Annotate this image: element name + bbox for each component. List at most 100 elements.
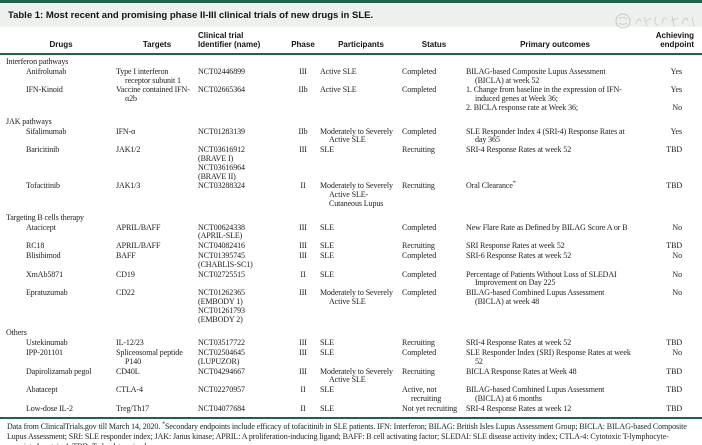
outcomes-group: SRI-4 Response Rates at week 12 TBD bbox=[466, 404, 696, 414]
outcomes-group: SRI Response Rates at week 52 TBD bbox=[466, 241, 696, 251]
outcome-line: SRI Response Rates at week 52 TBD bbox=[466, 241, 692, 251]
primary-outcome: SLE Responder Index (SRI) Response Rates… bbox=[466, 347, 631, 366]
table-row: Ustekinumab IL-12/23 NCT03517722 III SLE Recr… bbox=[6, 338, 696, 348]
achieving-endpoint: TBD bbox=[666, 385, 682, 395]
trial-line: (EMBODY 2) bbox=[198, 314, 243, 324]
column-header-targets: Targets bbox=[142, 40, 172, 49]
participants: SLE bbox=[320, 403, 334, 413]
achieving-endpoint: Yes bbox=[670, 66, 682, 76]
status: Completed bbox=[402, 66, 437, 76]
participants: SLE bbox=[320, 145, 334, 155]
outcomes-group: New Flare Rate as Defined by BILAG Score… bbox=[466, 223, 696, 242]
phase: III bbox=[299, 366, 307, 376]
table-footnote: Data from ClinicalTrials.gov till March … bbox=[0, 419, 702, 445]
outcome-line: SLE Responder Index 4 (SRI-4) Response R… bbox=[466, 126, 692, 146]
trial-line: (BRAVE I) bbox=[198, 153, 234, 163]
status: Not yet recruiting bbox=[402, 403, 458, 413]
participants: Moderately to Severely Active SLE bbox=[320, 288, 393, 306]
phase: III bbox=[299, 250, 307, 260]
table-row: XmAb5871 CD19 NCT02725515 II SLE Completed Per… bbox=[6, 269, 696, 289]
outcome-asterisk: * bbox=[512, 180, 516, 187]
column-header-outcomes-group: Primary outcomes Achieving endpoint bbox=[466, 31, 696, 49]
phase: II bbox=[300, 181, 306, 191]
outcomes-group: 1. Change from baseline in the expressio… bbox=[466, 86, 696, 112]
outcomes-group: BICLA Response Rates at Week 48 TBD bbox=[466, 366, 696, 386]
outcomes-group: BILAG-based Combined Lupus Assessment (B… bbox=[466, 288, 696, 324]
target: APRIL/BAFF bbox=[116, 222, 161, 232]
trial-line: (BRAVE II) bbox=[198, 171, 236, 181]
trial-identifier: NCT02504645 (LUPUZOR) bbox=[198, 347, 286, 367]
target: CD40L bbox=[116, 366, 140, 376]
trial-line: NCT01395745 bbox=[198, 250, 245, 260]
drug-name: Dapirolizamab pegol bbox=[26, 366, 92, 376]
column-header-achieving-endpoint: Achieving endpoint bbox=[655, 31, 694, 49]
primary-outcome: Oral Clearance* bbox=[466, 180, 516, 191]
table-row: Epratuzumab CD22 NCT01262365 (EMBODY 1) NCT0… bbox=[6, 288, 696, 324]
trial-identifier: NCT04294667 bbox=[198, 367, 286, 386]
participants: SLE bbox=[320, 241, 334, 251]
top-rule bbox=[0, 0, 702, 3]
column-headers: Drugs Targets Clinical trial Identifier … bbox=[0, 27, 702, 51]
header-rule bbox=[0, 53, 702, 55]
status: Completed bbox=[402, 269, 437, 279]
drug-name: Anifrolumab bbox=[26, 66, 67, 76]
outcome-line: Oral Clearance* TBD bbox=[466, 180, 692, 191]
section-header: Others bbox=[6, 328, 27, 338]
status: Completed bbox=[402, 288, 437, 298]
phase: III bbox=[299, 347, 307, 357]
drug-name: Sifalimumab bbox=[26, 126, 67, 136]
column-header-primary-outcomes: Primary outcomes bbox=[520, 40, 590, 49]
primary-outcome: SLE Responder Index 4 (SRI-4) Response R… bbox=[466, 126, 625, 145]
phase: II bbox=[300, 403, 306, 413]
column-header-drugs: Drugs bbox=[49, 40, 73, 49]
target: CD22 bbox=[116, 288, 135, 298]
trial-line: NCT02446899 bbox=[198, 66, 245, 76]
footnote-asterisk: * bbox=[162, 421, 166, 428]
status: Completed bbox=[402, 222, 437, 232]
column-header-status: Status bbox=[421, 40, 447, 49]
bottom-rule bbox=[0, 417, 702, 420]
trial-identifier: NCT01283139 bbox=[198, 127, 286, 146]
target: CTLA-4 bbox=[116, 385, 143, 395]
footnote-post: Secondary endpoints include efficacy of … bbox=[7, 422, 687, 445]
trial-line: NCT03616912 bbox=[198, 145, 245, 155]
trial-identifier: NCT02446899 bbox=[198, 66, 286, 86]
target: IFN-α bbox=[116, 126, 136, 136]
achieving-endpoint: Yes bbox=[670, 85, 682, 95]
drug-name: Baricitinib bbox=[26, 145, 60, 155]
target: Type I interferon receptor subunit 1 bbox=[116, 66, 181, 85]
trial-line: NCT00624338 bbox=[198, 222, 245, 232]
trial-line: NCT02504645 bbox=[198, 347, 245, 357]
trial-identifier: NCT01395745 (CHABLIS-SC1) bbox=[198, 250, 286, 270]
section-header: Interferon pathways bbox=[6, 57, 69, 66]
drug-name: Low-dose IL-2 bbox=[26, 403, 73, 413]
primary-outcome: SRI-4 Response Rates at week 52 bbox=[466, 145, 572, 155]
trial-line: NCT03616964 bbox=[198, 162, 245, 172]
status: Completed bbox=[402, 85, 437, 95]
primary-outcome: BICLA Response Rates at Week 48 bbox=[466, 366, 577, 376]
achieving-endpoint: Yes bbox=[670, 126, 682, 136]
outcome-line: SRI-4 Response Rates at week 52 TBD bbox=[466, 145, 692, 155]
trial-identifier: NCT04077684 bbox=[198, 404, 286, 414]
table-row: Atacicept APRIL/BAFF NCT00624338 (APRIL-SLE… bbox=[6, 222, 696, 242]
phase: IIb bbox=[298, 85, 308, 95]
trial-line: (CHABLIS-SC1) bbox=[198, 259, 253, 269]
target: Spliceosomal peptide P140 bbox=[116, 347, 183, 366]
watermark-stamp-icon bbox=[615, 13, 695, 29]
outcomes-group: SRI-4 Response Rates at week 52 TBD bbox=[466, 338, 696, 348]
outcomes-group: SLE Responder Index (SRI) Response Rates… bbox=[466, 347, 696, 367]
trial-line: (LUPUZOR) bbox=[198, 356, 240, 366]
phase: III bbox=[299, 222, 307, 232]
target: IL-12/23 bbox=[116, 338, 144, 348]
outcomes-group: SRI-4 Response Rates at week 52 TBD bbox=[466, 145, 696, 181]
status: Recruiting bbox=[402, 338, 435, 348]
outcome-line: BILAG-based Composite Lupus Assessment (… bbox=[466, 66, 692, 86]
primary-outcome: SRI Response Rates at week 52 bbox=[466, 241, 565, 251]
trial-line: (APRIL-SLE) bbox=[198, 231, 243, 241]
status: Completed bbox=[402, 126, 437, 136]
target: APRIL/BAFF bbox=[116, 241, 161, 251]
achieving-endpoint: No bbox=[672, 250, 682, 260]
column-header-participants: Participants bbox=[338, 40, 384, 49]
participants: SLE bbox=[320, 385, 334, 395]
participants: Moderately to Severely Active SLE bbox=[320, 366, 393, 385]
